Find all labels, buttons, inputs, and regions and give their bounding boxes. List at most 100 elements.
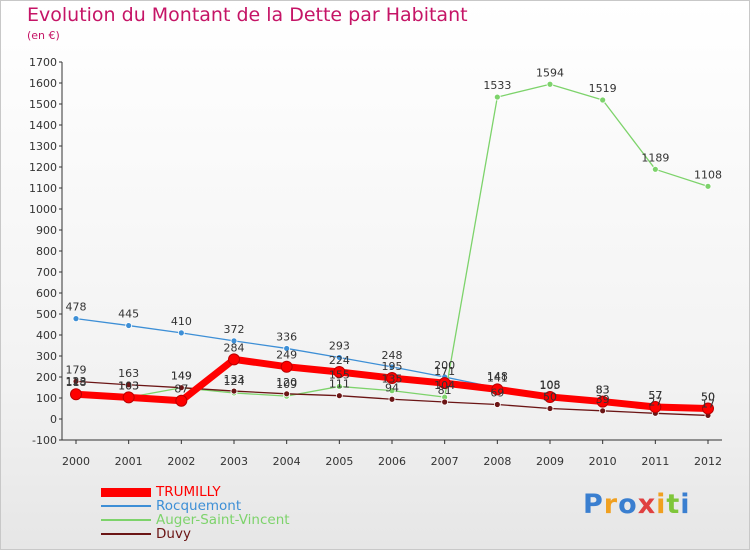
y-tick-label: 1500 bbox=[29, 98, 57, 111]
data-label: 171 bbox=[434, 365, 455, 378]
data-label: 50 bbox=[701, 391, 715, 404]
y-tick-label: 600 bbox=[36, 287, 57, 300]
data-label: 104 bbox=[434, 379, 455, 392]
data-point bbox=[125, 322, 133, 329]
data-label: 120 bbox=[276, 376, 297, 389]
x-tick-label: 2005 bbox=[325, 455, 353, 468]
data-label: 249 bbox=[276, 349, 297, 362]
data-point bbox=[283, 345, 291, 352]
data-label: 372 bbox=[224, 323, 245, 336]
data-label: 155 bbox=[329, 368, 350, 381]
brand-letter: i bbox=[680, 489, 691, 520]
data-point bbox=[388, 363, 396, 371]
data-label: 135 bbox=[382, 373, 403, 386]
data-label: 1108 bbox=[694, 168, 722, 181]
data-label: 248 bbox=[382, 349, 403, 362]
data-point bbox=[333, 365, 346, 378]
brand-letter: P bbox=[583, 489, 604, 520]
data-point bbox=[493, 401, 501, 408]
y-tick-label: 1700 bbox=[29, 56, 57, 69]
data-label: 57 bbox=[648, 389, 662, 402]
data-point bbox=[704, 182, 712, 190]
x-tick-label: 2010 bbox=[589, 455, 617, 468]
y-tick-label: 1300 bbox=[29, 140, 57, 153]
y-tick-label: 300 bbox=[36, 350, 57, 363]
data-label: 103 bbox=[118, 379, 139, 392]
data-label: 17 bbox=[701, 397, 715, 410]
data-label: 149 bbox=[171, 370, 192, 383]
data-point bbox=[441, 398, 449, 406]
data-label: 179 bbox=[66, 363, 87, 376]
data-label: 109 bbox=[276, 378, 297, 391]
data-point bbox=[177, 384, 185, 392]
data-label: 87 bbox=[174, 383, 188, 396]
data-point bbox=[335, 354, 343, 361]
data-label: 124 bbox=[224, 375, 245, 388]
y-tick-label: 0 bbox=[50, 413, 57, 426]
x-tick-label: 2007 bbox=[431, 455, 459, 468]
y-tick-label: 800 bbox=[36, 245, 57, 258]
data-point bbox=[651, 165, 659, 173]
data-label: 50 bbox=[543, 391, 557, 404]
brand-letter: x bbox=[637, 489, 657, 520]
data-point bbox=[335, 392, 343, 400]
data-label: 284 bbox=[224, 341, 245, 354]
brand-letter: i bbox=[656, 489, 667, 520]
y-tick-label: 1600 bbox=[29, 77, 57, 90]
data-point bbox=[702, 402, 714, 415]
y-tick-label: 700 bbox=[36, 266, 57, 279]
data-point bbox=[649, 401, 662, 414]
data-label: 83 bbox=[596, 384, 610, 397]
y-tick-label: 1200 bbox=[29, 161, 57, 174]
y-tick-label: 200 bbox=[36, 371, 57, 384]
y-tick-label: 900 bbox=[36, 224, 57, 237]
data-point bbox=[177, 329, 185, 337]
data-label: 118 bbox=[66, 376, 87, 389]
x-tick-label: 2008 bbox=[483, 455, 511, 468]
data-point bbox=[228, 353, 240, 366]
data-point bbox=[544, 390, 556, 403]
data-point bbox=[493, 93, 501, 101]
legend-label-trumilly: TRUMILLY bbox=[156, 484, 221, 500]
y-tick-label: 1000 bbox=[29, 203, 57, 216]
legend-swatch-duvy bbox=[101, 533, 151, 535]
data-label: 69 bbox=[490, 387, 504, 400]
y-tick-label: 500 bbox=[36, 308, 57, 321]
data-point bbox=[388, 395, 396, 403]
y-tick-label: -100 bbox=[32, 434, 57, 447]
data-point bbox=[72, 315, 80, 323]
data-label: 195 bbox=[382, 360, 403, 373]
data-label: 336 bbox=[276, 330, 297, 343]
data-point bbox=[546, 405, 554, 412]
data-label: 1533 bbox=[483, 79, 511, 92]
y-tick-label: 1100 bbox=[29, 182, 57, 195]
chart-unit: (en €) bbox=[27, 29, 60, 42]
data-point bbox=[230, 337, 238, 345]
data-point bbox=[280, 360, 293, 373]
data-label: 111 bbox=[329, 378, 350, 391]
data-point bbox=[546, 80, 554, 88]
data-point bbox=[72, 378, 80, 385]
data-point bbox=[388, 387, 396, 395]
data-label: 105 bbox=[540, 379, 561, 392]
data-point bbox=[125, 381, 133, 389]
legend-swatch-rocquemont bbox=[101, 505, 151, 507]
data-label: 57 bbox=[648, 389, 662, 402]
y-tick-label: 100 bbox=[36, 392, 57, 405]
data-point bbox=[230, 387, 238, 395]
data-label: 141 bbox=[487, 371, 508, 384]
data-label: 39 bbox=[596, 393, 610, 406]
brand-logo: Proxiti bbox=[583, 489, 691, 520]
x-tick-label: 2006 bbox=[378, 455, 406, 468]
data-label: 149 bbox=[171, 370, 192, 383]
data-label: 94 bbox=[385, 381, 399, 394]
data-label: 27 bbox=[648, 395, 662, 408]
data-label: 478 bbox=[66, 301, 87, 314]
data-label: 81 bbox=[438, 384, 452, 397]
brand-letter: o bbox=[618, 489, 638, 520]
brand-letter: r bbox=[603, 489, 619, 520]
data-label: 148 bbox=[487, 370, 508, 383]
x-tick-label: 2004 bbox=[273, 455, 301, 468]
